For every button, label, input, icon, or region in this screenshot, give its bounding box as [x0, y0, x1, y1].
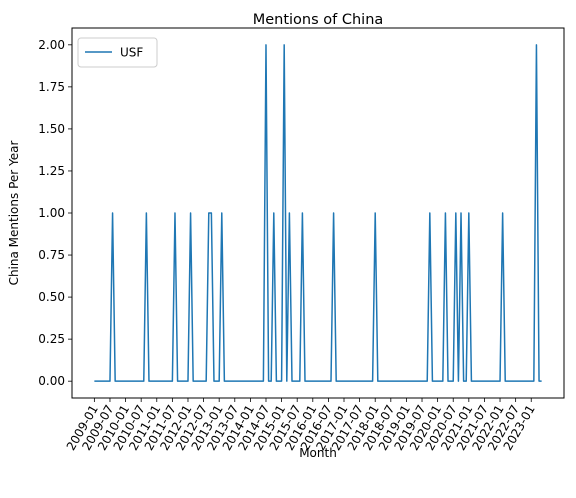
y-tick-label: 1.75 — [38, 80, 65, 94]
y-tick-label: 1.00 — [38, 206, 65, 220]
y-tick-label: 0.25 — [38, 332, 65, 346]
y-tick-label: 0.50 — [38, 290, 65, 304]
x-axis-label: Month — [299, 446, 337, 460]
legend: USF — [77, 37, 158, 68]
x-axis-ticks: 2009-012009-072010-012010-072011-012011-… — [64, 398, 538, 453]
y-tick-label: 1.25 — [38, 164, 65, 178]
series-lines — [94, 44, 542, 382]
legend-label-usf: USF — [120, 46, 143, 60]
y-tick-label: 0.00 — [38, 374, 65, 388]
series-line-usf — [94, 44, 542, 382]
y-tick-label: 2.00 — [38, 38, 65, 52]
y-axis-label: China Mentions Per Year — [7, 141, 21, 286]
chart-title: Mentions of China — [253, 12, 384, 28]
y-tick-label: 0.75 — [38, 248, 65, 262]
y-axis-ticks: 0.00 0.25 0.50 0.75 1.00 1.25 1.50 1.75 2.00 — [38, 38, 72, 388]
legend-box — [77, 37, 158, 68]
y-tick-label: 1.50 — [38, 122, 65, 136]
